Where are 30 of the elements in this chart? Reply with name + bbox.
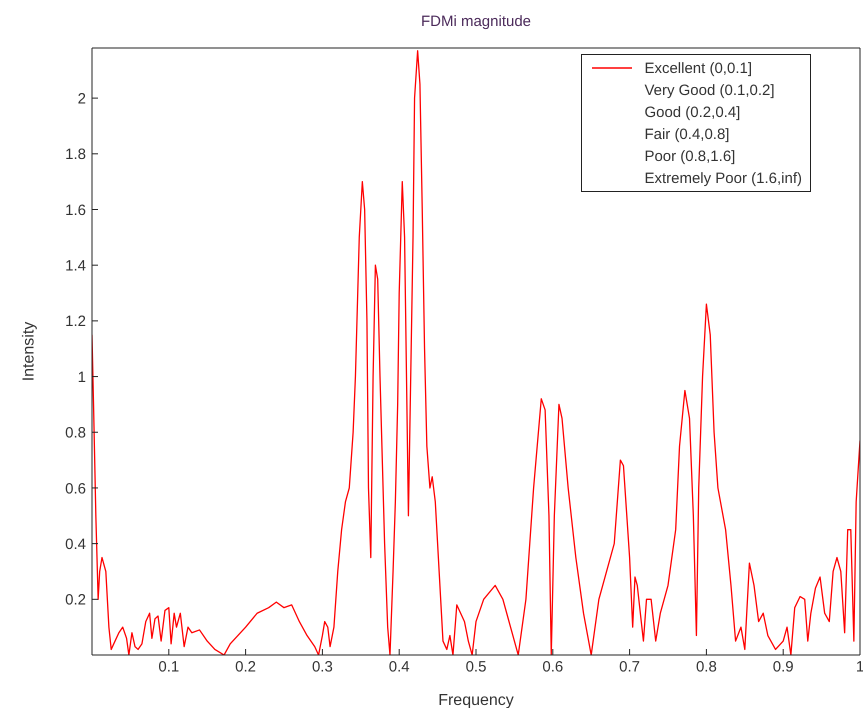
x-tick-label: 0.6 xyxy=(542,658,564,676)
x-tick-label: 0.7 xyxy=(619,658,640,676)
legend-label: Excellent (0,0.1] xyxy=(644,60,752,76)
y-tick-label: 1.2 xyxy=(65,313,86,330)
x-tick-label: 0.1 xyxy=(158,658,180,676)
y-tick-label: 0.8 xyxy=(65,424,86,442)
x-tick-label: 0.8 xyxy=(696,658,717,676)
y-tick-label: 1.4 xyxy=(65,258,86,275)
x-axis-title: Frequency xyxy=(438,692,514,709)
text: Fair (0.4,0.8] xyxy=(644,126,730,142)
y-tick-label: 1 xyxy=(78,368,86,386)
text: Extremely Poor (1.6,inf) xyxy=(644,170,802,186)
y-tick-label: 0.4 xyxy=(65,536,86,553)
y-tick-label: 0.2 xyxy=(65,592,86,609)
text: Poor (0.8,1.6] xyxy=(644,148,736,164)
x-tick-label: 0.3 xyxy=(312,658,333,676)
y-tick-label: 2 xyxy=(78,90,86,108)
chart-title: FDMi magnitude xyxy=(420,13,532,30)
x-tick-label: 0.4 xyxy=(388,658,410,676)
x-tick-label: 0.5 xyxy=(466,658,486,676)
y-tick-label: 1.6 xyxy=(65,202,86,219)
text: Good (0.2,0.4] xyxy=(644,104,740,120)
y-axis-title: Intensity xyxy=(20,322,38,382)
x-tick-label: 0.9 xyxy=(772,658,794,676)
x-tick-label: 0.2 xyxy=(235,658,256,676)
y-tick-label: 0.6 xyxy=(65,480,86,498)
x-tick-label: 1 xyxy=(856,658,863,676)
y-tick-label: 1.8 xyxy=(65,146,86,164)
text: Very Good (0.1,0.2] xyxy=(644,82,775,98)
line-series xyxy=(92,50,860,655)
